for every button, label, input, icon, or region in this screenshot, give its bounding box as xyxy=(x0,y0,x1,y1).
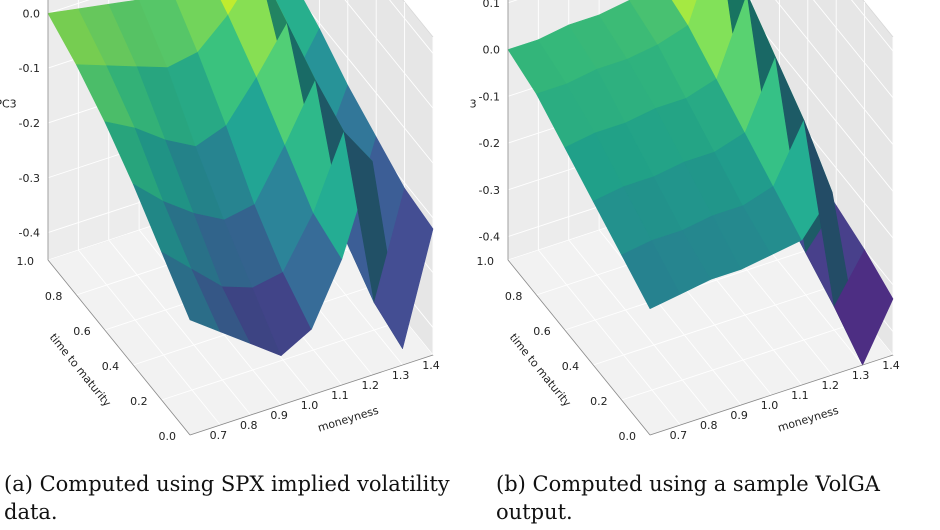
y-tick-label: 1.0 xyxy=(17,255,35,268)
grid-line-z xyxy=(851,0,894,52)
grid-line-z xyxy=(344,0,434,109)
x-tick-label: 1.0 xyxy=(301,399,319,412)
x-tick-label: 1.1 xyxy=(791,389,809,402)
surface-plot-b: 0.60.70.80.91.01.11.21.31.40.00.20.40.60… xyxy=(470,0,900,440)
x-tick-label: 1.4 xyxy=(422,359,440,372)
grid-line-z xyxy=(300,0,434,164)
x-tick-label: 0.7 xyxy=(210,429,228,440)
z-tick-label: 0.1 xyxy=(483,0,501,10)
surface-patch xyxy=(220,0,238,15)
y-axis-line xyxy=(47,259,191,436)
z-tick-label: -0.3 xyxy=(479,184,500,197)
y-tick-label: 0.8 xyxy=(505,290,523,303)
x-tick-label: 1.0 xyxy=(761,399,779,412)
grid-line-y xyxy=(593,284,837,366)
surface-plot-a: 0.60.70.80.91.01.11.21.31.40.00.20.40.60… xyxy=(0,0,440,440)
y-tick-label: 0.0 xyxy=(619,430,637,440)
z-axis-label: PC3 xyxy=(0,97,17,110)
x-tick-label: 0.6 xyxy=(179,439,197,440)
y-tick-label: 0.4 xyxy=(102,360,120,373)
x-tick-label: 0.8 xyxy=(240,419,258,432)
z-tick-label: 0.0 xyxy=(483,44,501,57)
x-tick-label: 1.1 xyxy=(331,389,349,402)
y-axis-line xyxy=(507,259,651,436)
grid-line-z xyxy=(750,16,894,192)
z-tick-label: -0.2 xyxy=(19,117,40,130)
z-tick-label: 0.0 xyxy=(23,7,41,20)
x-axis-label: moneyness xyxy=(316,404,380,435)
z-tick-label: -0.2 xyxy=(479,137,500,150)
z-tick-label: -0.1 xyxy=(479,90,500,103)
caption-a: (a) Computed using SPX implied volatilit… xyxy=(4,472,450,524)
x-tick-label: 1.3 xyxy=(852,369,870,382)
surface-patch xyxy=(833,249,894,366)
x-tick-label: 1.3 xyxy=(392,369,410,382)
grid-line-y xyxy=(621,319,865,401)
y-tick-label: 0.2 xyxy=(130,395,148,408)
x-axis-line xyxy=(189,354,434,436)
surface-patch xyxy=(373,188,434,349)
x-axis-label: moneyness xyxy=(776,404,840,435)
caption-b: (b) Computed using a sample VolGA output… xyxy=(496,472,880,524)
y-tick-label: 0.8 xyxy=(45,290,63,303)
surface xyxy=(507,0,894,366)
grid-line-x xyxy=(598,229,742,406)
y-tick-label: 0.0 xyxy=(159,430,177,440)
y-tick-label: 1.0 xyxy=(477,255,495,268)
x-axis-line xyxy=(649,354,894,436)
x-tick-label: 1.2 xyxy=(362,379,380,392)
x-tick-label: 1.4 xyxy=(882,359,900,372)
grid-line-z xyxy=(389,0,434,54)
z-tick-label: -0.3 xyxy=(19,172,40,185)
y-tick-label: 0.4 xyxy=(562,360,580,373)
x-tick-label: 0.8 xyxy=(700,419,718,432)
y-tick-label: 0.6 xyxy=(533,325,551,338)
grid-line-x xyxy=(538,249,681,426)
z-tick-label: -0.4 xyxy=(19,227,40,240)
x-tick-label: 0.9 xyxy=(270,409,288,422)
grid-line-z xyxy=(813,0,894,99)
z-axis-label: PC3 xyxy=(470,97,477,110)
z-tick-label: -0.4 xyxy=(479,231,500,244)
y-tick-label: 0.6 xyxy=(73,325,91,338)
x-tick-label: 1.2 xyxy=(822,379,840,392)
surface xyxy=(47,0,434,357)
grid-line-x xyxy=(568,239,712,416)
x-tick-label: 0.7 xyxy=(670,429,688,440)
y-tick-label: 0.2 xyxy=(590,395,608,408)
x-tick-label: 0.6 xyxy=(639,439,657,440)
grid-line-x xyxy=(78,249,221,426)
grid-line-y xyxy=(161,319,405,401)
z-tick-label: -0.1 xyxy=(19,62,40,75)
grid-line-x xyxy=(108,239,252,416)
x-tick-label: 0.9 xyxy=(730,409,748,422)
surface-patch xyxy=(671,0,698,26)
grid-line-z xyxy=(775,0,894,145)
